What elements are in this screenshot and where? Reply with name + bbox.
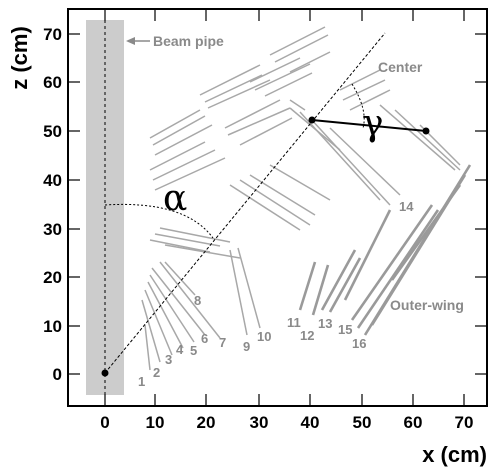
y-tick-label: 30 [43, 220, 62, 239]
x-tick-label: 0 [100, 413, 109, 432]
y-tick-label: 0 [53, 365, 62, 384]
alpha-arc [104, 203, 214, 239]
layer-number: 13 [318, 316, 332, 331]
layer-number: 6 [201, 331, 208, 346]
beam-pipe-label: Beam pipe [153, 33, 224, 49]
y-tick-label: 20 [43, 268, 62, 287]
outer-wing-label: Outer-wing [390, 297, 464, 313]
x-ticks [104, 9, 465, 406]
y-tick-label: 70 [43, 25, 62, 44]
layer-number: 5 [190, 343, 197, 358]
alpha-label: α [163, 178, 187, 219]
plot-frame [67, 8, 488, 407]
layer-number: 9 [243, 339, 250, 354]
x-tick-label: 30 [250, 413, 269, 432]
layer-number: 12 [300, 328, 314, 343]
layer-number: 2 [153, 365, 160, 380]
layer-number: 4 [176, 342, 184, 357]
vertex-point [101, 369, 109, 377]
layer-number: 1 [138, 374, 145, 389]
x-tick-labels: 0 10 20 30 40 50 60 70 [100, 413, 473, 432]
x-axis-title: x (cm) [422, 442, 487, 467]
layer-number: 15 [338, 322, 352, 337]
y-ticks [68, 33, 487, 375]
layer-number: 11 [287, 315, 301, 330]
layer-number: 14 [399, 199, 414, 214]
layer-number: 10 [257, 329, 271, 344]
layer-number: 8 [194, 293, 201, 308]
layer-number: 7 [219, 335, 226, 350]
y-tick-labels: 0 10 20 30 40 50 60 70 [43, 25, 62, 384]
x-tick-label: 50 [353, 413, 372, 432]
inner-detectors [141, 247, 261, 371]
hit-point-b [422, 127, 430, 135]
layer-numbers: 1 2 3 4 5 6 7 8 9 10 11 12 13 14 15 16 [138, 199, 414, 389]
layer-number: 3 [165, 352, 172, 367]
gamma-segment [311, 119, 427, 132]
center-detectors [149, 26, 461, 259]
x-tick-label: 40 [301, 413, 320, 432]
gamma-arc [351, 83, 365, 129]
y-tick-label: 40 [43, 171, 62, 190]
beam-pipe-arrowhead [126, 37, 135, 45]
gamma-label: γ [362, 103, 384, 144]
layer-number: 16 [352, 336, 366, 351]
y-axis-title: z (cm) [7, 26, 32, 90]
x-tick-label: 10 [146, 413, 165, 432]
center-label: Center [378, 59, 423, 75]
y-tick-label: 10 [43, 317, 62, 336]
hit-point-a [308, 116, 316, 124]
y-tick-label: 60 [43, 73, 62, 92]
x-tick-label: 60 [404, 413, 423, 432]
outer-wing-detectors [298, 164, 472, 336]
x-tick-label: 20 [197, 413, 216, 432]
track-line [104, 32, 386, 374]
y-tick-label: 50 [43, 122, 62, 141]
x-tick-label: 70 [455, 413, 474, 432]
